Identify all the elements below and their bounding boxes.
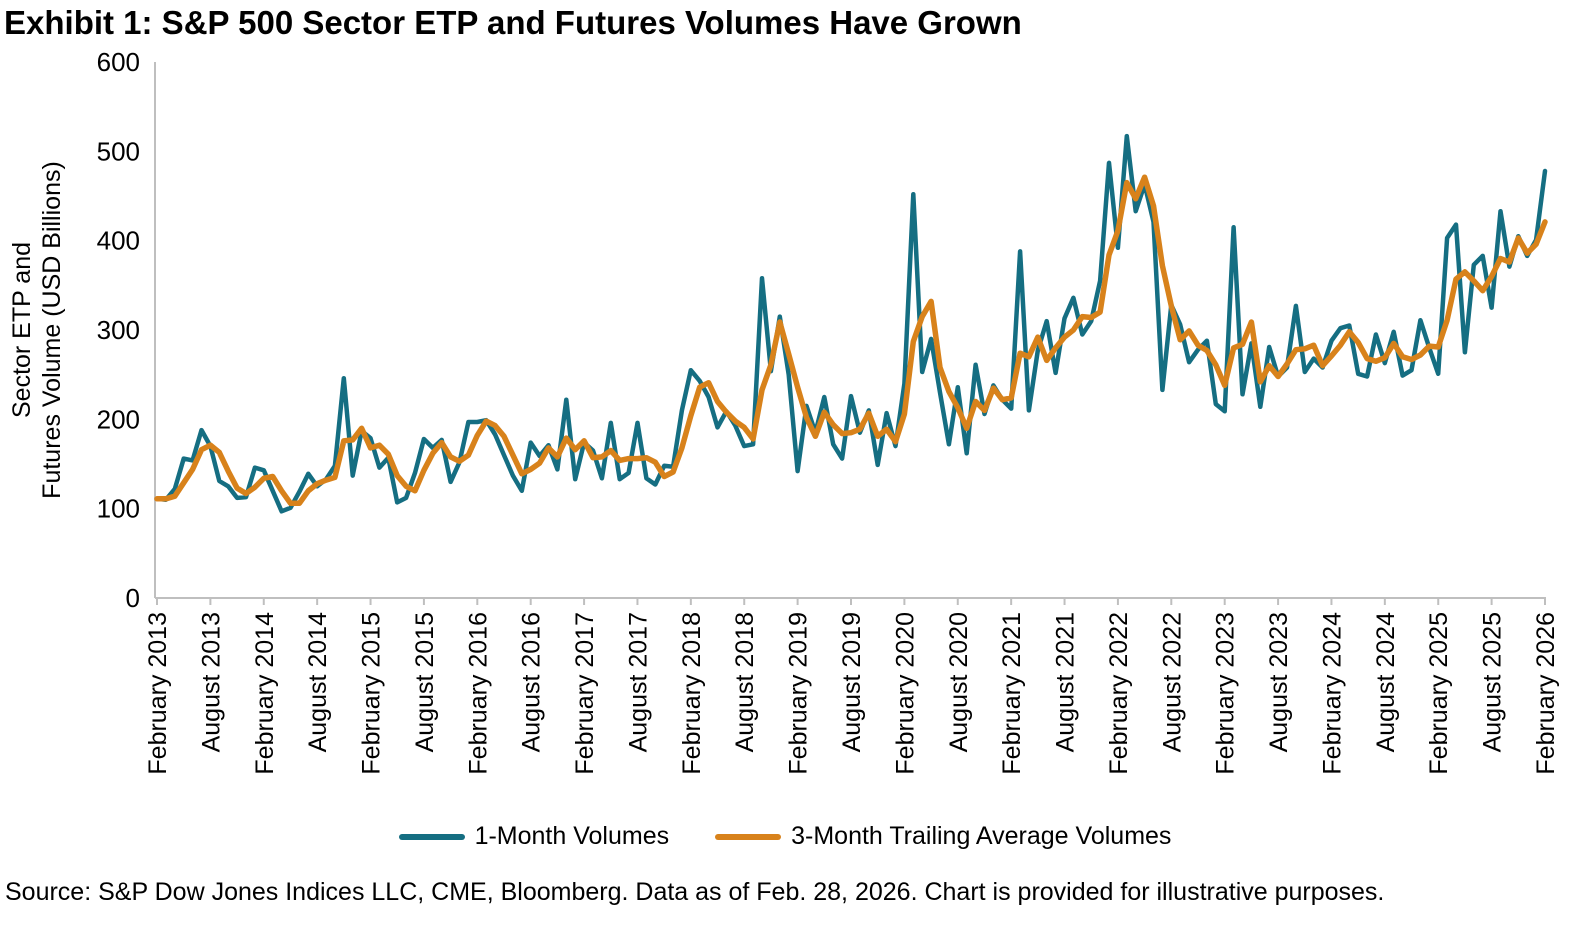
series-line-1-month-volumes xyxy=(154,133,1548,514)
legend-item-1-month-volumes: 1-Month Volumes xyxy=(398,822,670,851)
x-tick-label: August 2014 xyxy=(304,612,332,752)
x-tick-label: August 2022 xyxy=(1158,612,1186,752)
x-tick-label: February 2026 xyxy=(1532,612,1560,775)
page-title: Exhibit 1: S&P 500 Sector ETP and Future… xyxy=(4,4,1022,41)
x-tick-label: February 2014 xyxy=(251,612,279,775)
y-tick-label: 400 xyxy=(97,226,140,256)
x-tick-label: August 2017 xyxy=(624,612,652,752)
x-tick-label: August 2025 xyxy=(1479,612,1507,752)
x-tick-label: February 2025 xyxy=(1425,612,1453,775)
legend-label-1-month-volumes: 1-Month Volumes xyxy=(474,822,670,850)
legend-item-3-month-trailing: 3-Month Trailing Average Volumes xyxy=(715,822,1171,851)
y-tick-label: 100 xyxy=(97,494,140,524)
x-tick-label: August 2024 xyxy=(1372,612,1400,752)
source-note: Source: S&P Dow Jones Indices LLC, CME, … xyxy=(5,878,1385,906)
y-tick-label: 200 xyxy=(97,404,140,434)
y-tick-label: 300 xyxy=(97,315,140,345)
x-tick-label: February 2016 xyxy=(464,612,492,775)
x-tick-label: February 2022 xyxy=(1105,612,1133,775)
legend-swatch-3-month-trailing xyxy=(715,833,782,840)
y-tick-label: 500 xyxy=(97,136,140,166)
x-tick-label: February 2013 xyxy=(144,612,172,775)
y-axis-title-line1: Sector ETP and xyxy=(8,242,36,418)
x-tick-label: August 2018 xyxy=(731,612,759,752)
x-tick-label: August 2015 xyxy=(411,612,439,752)
legend-label-3-month-trailing: 3-Month Trailing Average Volumes xyxy=(791,822,1172,850)
x-tick-label: August 2019 xyxy=(838,612,866,752)
x-tick-label: February 2020 xyxy=(891,612,919,775)
x-tick-label: February 2017 xyxy=(571,612,599,775)
legend-swatch-1-month-volumes xyxy=(398,833,465,840)
x-tick-label: February 2023 xyxy=(1212,612,1240,775)
x-tick-label: August 2023 xyxy=(1265,612,1293,752)
x-tick-label: February 2015 xyxy=(358,612,386,775)
x-tick-label: February 2018 xyxy=(678,612,706,775)
series-line-3-month-trailing-average xyxy=(154,174,1548,507)
y-axis-title-line2: Futures Volume (USD Billions) xyxy=(38,161,66,499)
x-tick-label: August 2020 xyxy=(945,612,973,752)
y-tick-label: 0 xyxy=(126,583,140,613)
x-tick-label: August 2016 xyxy=(518,612,546,752)
chart-legend: 1-Month Volumes 3-Month Trailing Average… xyxy=(0,822,1570,851)
x-tick-label: February 2021 xyxy=(998,612,1026,775)
y-tick-label: 600 xyxy=(97,47,140,77)
x-tick-label: February 2019 xyxy=(785,612,813,775)
x-tick-label: August 2013 xyxy=(197,612,225,752)
x-tick-label: August 2021 xyxy=(1052,612,1080,752)
x-tick-label: February 2024 xyxy=(1318,612,1346,775)
sector-etp-futures-volume-chart: 0 100 200 300 400 500 600 February 2013 August 2… xyxy=(8,47,1560,775)
